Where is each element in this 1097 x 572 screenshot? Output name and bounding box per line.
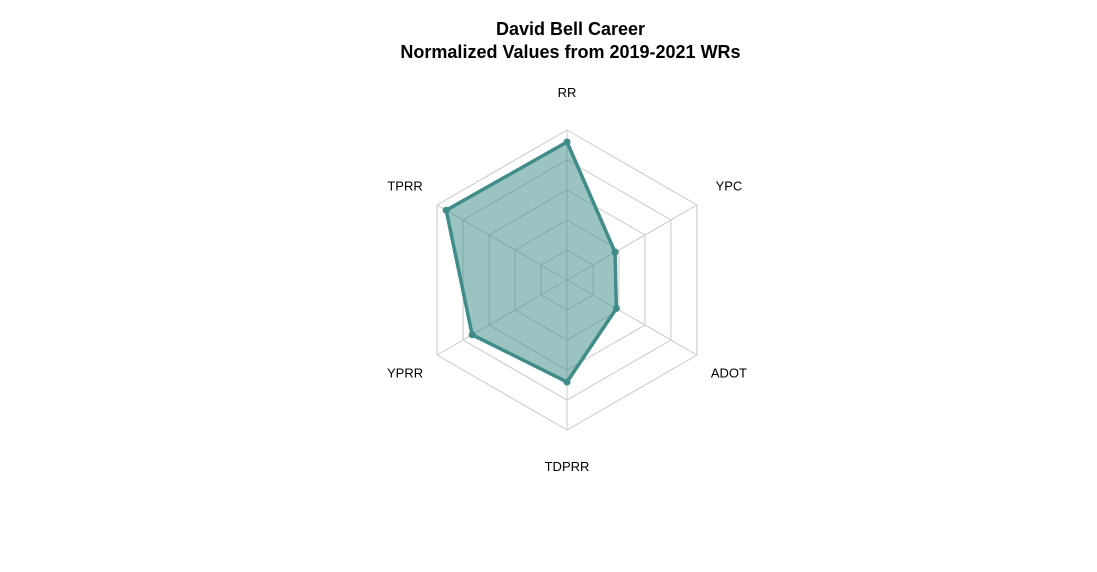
data-point-adot bbox=[612, 305, 620, 312]
data-point-ypc bbox=[611, 248, 619, 256]
radar-axis-labels: RR YPC ADOT TDPRR YPRR TPRR bbox=[387, 85, 747, 474]
data-point-rr bbox=[563, 138, 571, 146]
axis-label-yprr: YPRR bbox=[387, 366, 423, 381]
axis-label-tprr: TPRR bbox=[387, 179, 422, 194]
data-point-tdprr bbox=[563, 378, 571, 386]
axis-label-adot: ADOT bbox=[711, 366, 747, 381]
chart-title: David Bell Career Normalized Values from… bbox=[0, 18, 1097, 64]
axis-label-ypc: YPC bbox=[716, 179, 743, 194]
axis-label-rr: RR bbox=[558, 85, 577, 100]
title-line-1: David Bell Career bbox=[495, 19, 646, 39]
data-point-tprr bbox=[442, 206, 450, 214]
title-line-2: Normalized Values from 2019-2021 WRs bbox=[400, 42, 741, 62]
axis-label-tdprr: TDPRR bbox=[545, 459, 590, 474]
radar-series bbox=[442, 138, 620, 386]
data-point-yprr bbox=[468, 331, 476, 339]
series-area-0 bbox=[444, 140, 619, 384]
